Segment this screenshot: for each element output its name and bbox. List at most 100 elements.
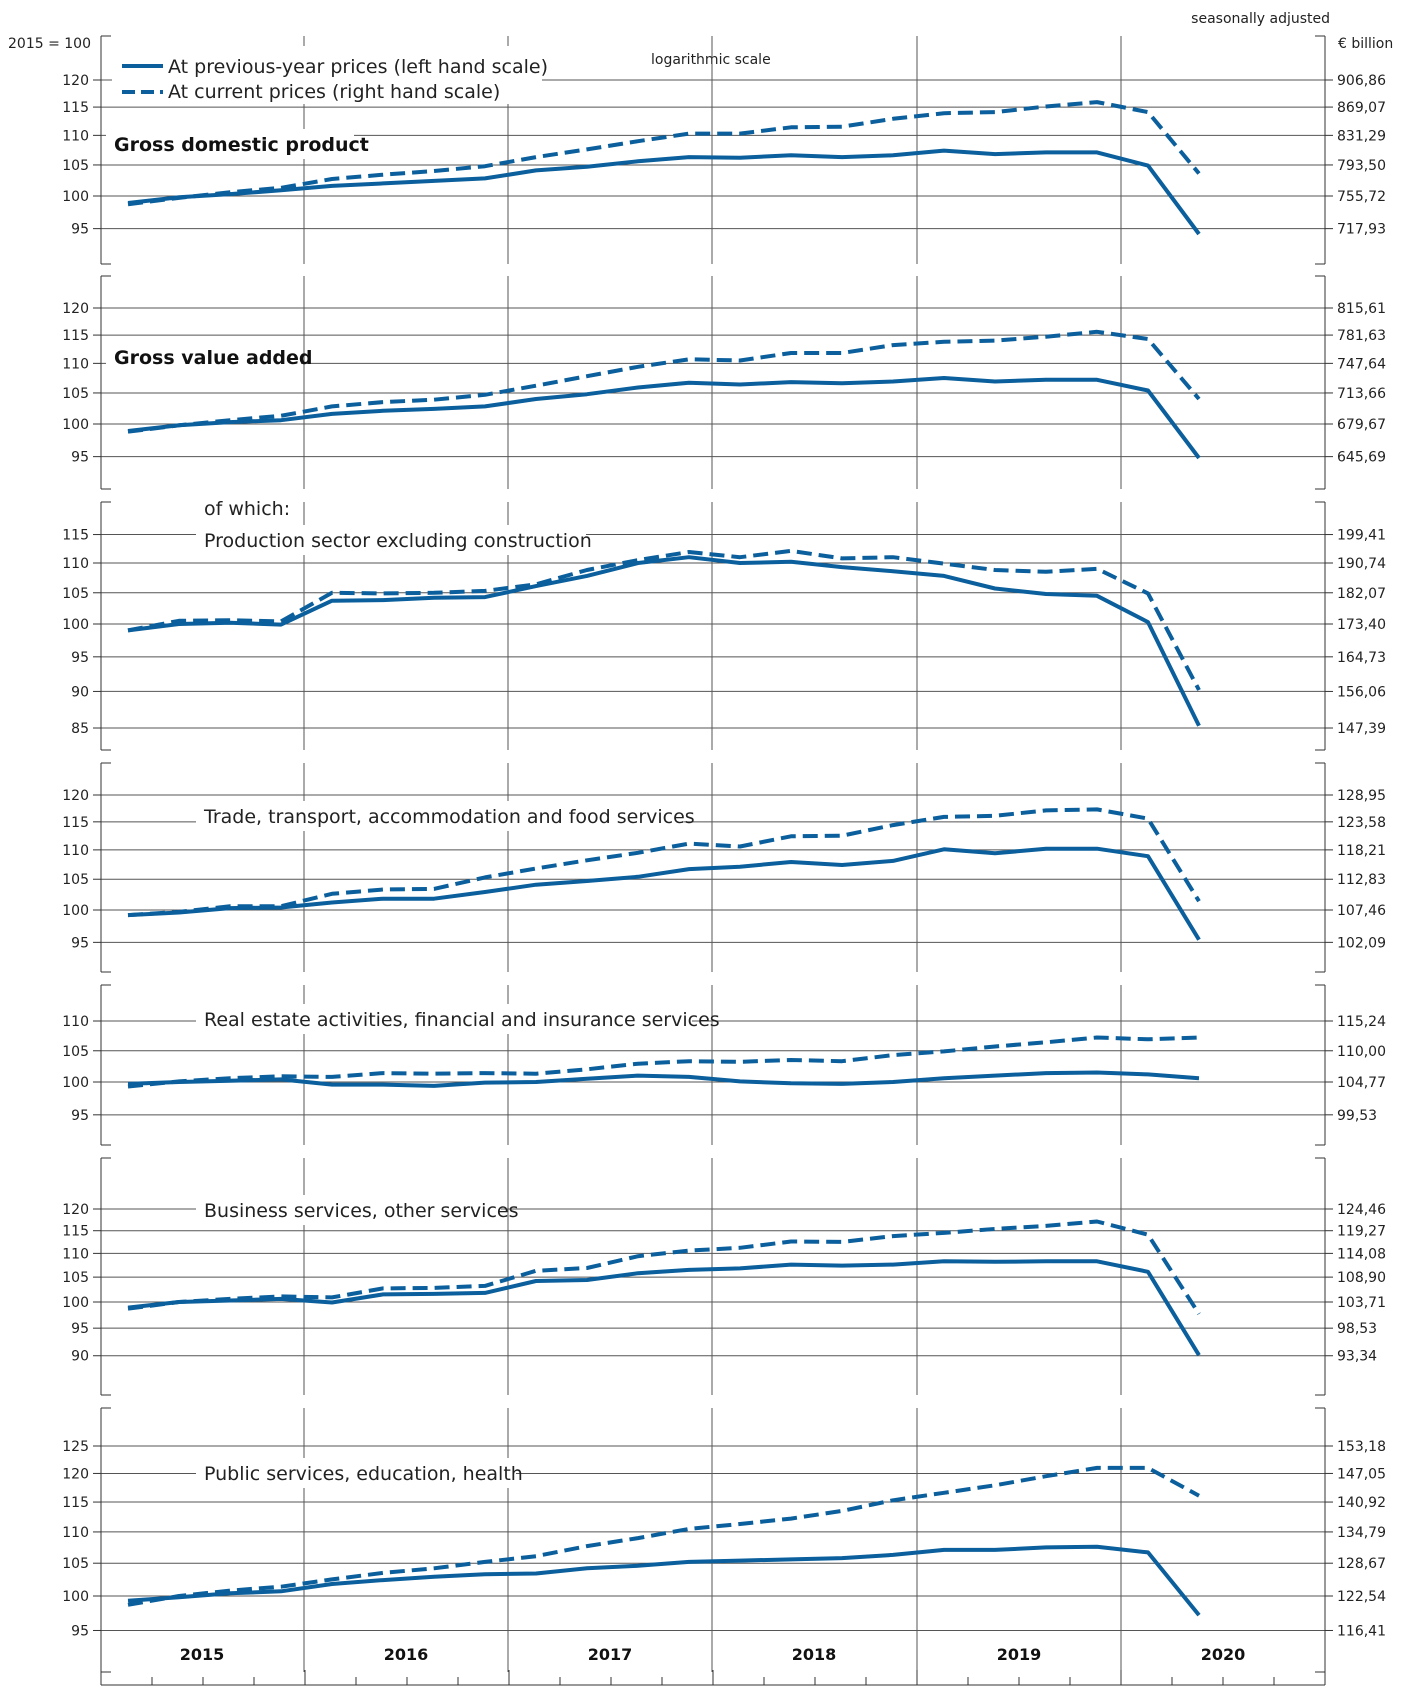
left-tick-label: 110 [62,843,89,859]
left-tick-label: 100 [62,617,89,633]
left-tick-label: 105 [62,1044,89,1060]
right-tick-label: 128,67 [1337,1556,1386,1572]
series-current-prices [127,1219,1201,1315]
left-tick-label: 120 [62,788,89,804]
left-tick-label: 100 [62,1295,89,1311]
panel-6: 90 93,34 95 98,53 100 103,71 105 108,90 110 114,0… [62,1157,1386,1396]
left-tick-label: 120 [62,1466,89,1482]
series-previous-year-prices [127,148,1201,236]
panel-1: 95 717,93 100 755,72 105 793,50 110 831,29 115 86… [62,35,1386,265]
right-tick-label: 147,05 [1337,1466,1386,1482]
right-tick-label: 717,93 [1337,222,1386,238]
x-tick-label-year: 2017 [588,1645,633,1664]
right-tick-label: 119,27 [1337,1224,1386,1240]
right-tick-label: 140,92 [1337,1495,1386,1511]
left-tick-label: 100 [62,1589,89,1605]
right-tick-label: 713,66 [1337,386,1386,402]
panel-title: Business services, other services [204,1200,518,1222]
left-tick-label: 85 [71,721,89,737]
right-tick-label: 645,69 [1337,450,1386,466]
legend-dashed-label: At current prices (right hand scale) [168,81,500,103]
left-tick-label: 90 [71,684,89,700]
panel-title: Real estate activities, financial and in… [204,1009,720,1031]
seasonal-note: seasonally adjusted [1191,11,1330,27]
panel-title: Trade, transport, accommodation and food… [203,806,695,828]
left-tick-label: 120 [62,1202,89,1218]
series-previous-year-prices [127,376,1201,460]
x-tick-label-year: 2019 [997,1645,1042,1664]
right-tick-label: 755,72 [1337,189,1386,205]
left-tick-label: 110 [62,556,89,572]
series-previous-year-prices [127,1544,1201,1617]
left-tick-label: 115 [62,100,89,116]
series-current-prices [127,100,1201,207]
panel-title-prefix: of which: [204,498,290,520]
left-tick-label: 120 [62,301,89,317]
series-current-prices [127,1465,1200,1607]
left-tick-label: 95 [71,935,89,951]
panel-2: 95 645,69 100 679,67 105 713,66 110 747,64 115 78… [62,275,1386,490]
left-tick-label: 95 [71,650,89,666]
panel-title-background [196,801,684,831]
series-previous-year-prices [127,846,1201,941]
panel-title-background [196,1195,501,1225]
panel-title-background [196,1004,692,1034]
right-tick-label: 103,71 [1337,1295,1386,1311]
series-current-prices [127,1035,1200,1089]
left-tick-label: 105 [62,872,89,888]
left-tick-label: 95 [71,1623,89,1639]
left-tick-label: 90 [71,1349,89,1365]
right-unit-label: € billion [1338,36,1393,52]
left-tick-label: 110 [62,128,89,144]
x-tick-label-year: 2020 [1201,1645,1246,1664]
right-tick-label: 122,54 [1337,1589,1386,1605]
left-tick-label: 120 [62,73,89,89]
right-tick-label: 115,24 [1337,1014,1386,1030]
right-tick-label: 102,09 [1337,935,1386,951]
series-current-prices [127,807,1201,918]
x-tick-label-year: 2018 [792,1645,837,1664]
left-tick-label: 115 [62,1495,89,1511]
right-tick-label: 747,64 [1337,356,1386,372]
panel-4: 95 102,09 100 107,46 105 112,83 110 118,21 115 12… [62,762,1386,973]
series-previous-year-prices [127,1070,1200,1088]
left-tick-label: 115 [62,815,89,831]
panel-title-background [196,1458,516,1488]
right-tick-label: 906,86 [1337,73,1386,89]
panel-title: Public services, education, health [204,1463,523,1485]
left-tick-label: 95 [71,222,89,238]
right-tick-label: 114,08 [1337,1246,1386,1262]
x-tick-label-year: 2015 [180,1645,225,1664]
left-tick-label: 100 [62,189,89,205]
panel-prefix-background [196,494,296,522]
right-tick-label: 793,50 [1337,158,1386,174]
panels: 95 717,93 100 755,72 105 793,50 110 831,29 115 86… [62,35,1386,1673]
left-tick-label: 95 [71,1321,89,1337]
left-tick-label: 110 [62,1246,89,1262]
series-current-prices [127,329,1201,434]
left-tick-label: 100 [62,1075,89,1091]
x-axis: 2015 2016 2017 2018 2019 2020 [100,1645,1326,1686]
left-tick-label: 110 [62,356,89,372]
panel-title: Gross domestic product [114,134,369,156]
series-previous-year-prices [127,1259,1201,1357]
right-tick-label: 134,79 [1337,1525,1386,1541]
left-tick-label: 100 [62,903,89,919]
right-tick-label: 156,06 [1337,684,1386,700]
left-tick-label: 115 [62,528,89,544]
right-tick-label: 128,95 [1337,788,1386,804]
panel-7: 95 116,41 100 122,54 105 128,67 110 134,79 115 14… [62,1407,1386,1673]
left-tick-label: 105 [62,586,89,602]
left-tick-label: 115 [62,328,89,344]
right-tick-label: 108,90 [1337,1270,1386,1286]
right-tick-label: 199,41 [1337,528,1386,544]
legend-solid-label: At previous-year prices (left hand scale… [168,56,548,78]
right-tick-label: 173,40 [1337,617,1386,633]
left-tick-label: 125 [62,1439,89,1455]
right-tick-label: 93,34 [1337,1349,1377,1365]
left-tick-label: 110 [62,1525,89,1541]
left-tick-label: 100 [62,417,89,433]
panel-title-background [106,129,354,159]
series-current-prices [127,548,1201,691]
legend: At previous-year prices (left hand scale… [112,46,548,104]
